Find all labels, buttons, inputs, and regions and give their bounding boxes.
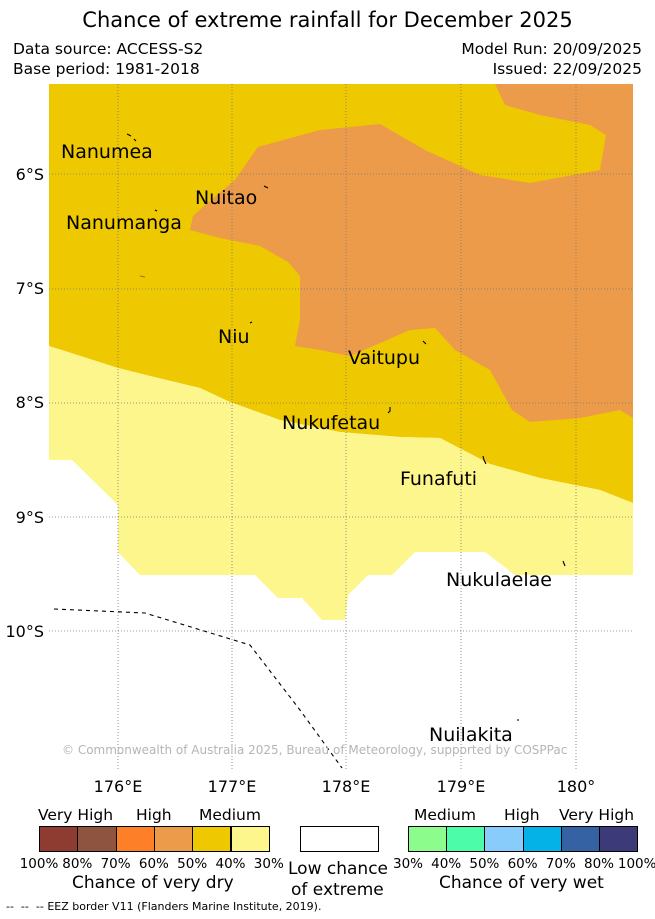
wet-very-high-head: Very High: [559, 806, 635, 824]
lat-tick-7s: 7°S: [16, 279, 44, 298]
dry-percent-label: 40%: [215, 856, 246, 872]
data-source: Data source: ACCESS-S2: [13, 40, 204, 58]
wet-high-head: High: [504, 806, 540, 824]
low-caption-line1: Low chance: [288, 859, 388, 879]
wet-percent-label: 70%: [545, 856, 576, 872]
town-nuitao: Nuitao: [195, 187, 257, 209]
wet-swatch: [560, 826, 600, 852]
town-nukulaelae: Nukulaelae: [446, 569, 552, 591]
map-title: Chance of extreme rainfall for December …: [82, 8, 573, 32]
dry-swatch: [77, 826, 117, 852]
dry-percent-label: 80%: [62, 856, 93, 872]
wet-percent-label: 50%: [469, 856, 500, 872]
lon-tick-177e: 177°E: [208, 777, 257, 796]
dry-very-high-head: Very High: [38, 806, 114, 824]
lon-tick-178e: 178°E: [322, 777, 371, 796]
town-niu: Niu: [218, 326, 250, 348]
lat-tick-9s: 9°S: [16, 508, 44, 527]
issued-date: Issued: 22/09/2025: [492, 60, 642, 78]
low-caption-line2: of extreme: [291, 880, 384, 900]
wet-caption: Chance of very wet: [439, 873, 604, 893]
island-nukulaelae: [562, 560, 566, 567]
lon-tick-180: 180°: [557, 777, 596, 796]
wet-swatch: [446, 826, 486, 852]
dry-percent-label: 50%: [177, 856, 208, 872]
island-funafuti: [482, 455, 487, 465]
island-vaitupu: [422, 340, 427, 345]
region-low-dry: [49, 346, 633, 620]
lon-tick-179e: 179°E: [437, 777, 486, 796]
eez-border: [53, 608, 343, 769]
graticule: [49, 84, 633, 770]
dry-swatch: [39, 826, 79, 852]
low-chance-swatch: [300, 826, 379, 852]
wet-percent-label: 40%: [431, 856, 462, 872]
copyright-note: © Commonwealth of Australia 2025, Bureau…: [62, 743, 567, 757]
land-speck: [139, 275, 146, 278]
town-vaitupu: Vaitupu: [348, 347, 420, 369]
base-period: Base period: 1981-2018: [13, 60, 200, 78]
island-niu: [249, 321, 253, 324]
island-nuitao: [263, 185, 269, 189]
dry-percent-label: 30%: [253, 856, 284, 872]
wet-swatch: [484, 826, 524, 852]
wet-percent-label: 30%: [392, 856, 424, 872]
eez-note-text: EEZ border V11 (Flanders Marine Institut…: [47, 900, 322, 913]
town-nanumanga: Nanumanga: [66, 212, 182, 234]
wet-swatch: [599, 826, 639, 852]
eez-dash-icon: -- -- --: [6, 900, 44, 913]
dry-percent-label: 60%: [138, 856, 169, 872]
island-nanumanga: [154, 209, 158, 212]
dry-caption: Chance of very dry: [72, 873, 234, 893]
lat-tick-6s: 6°S: [16, 165, 44, 184]
wet-percent-label: 100%: [617, 856, 655, 872]
eez-legend: -- -- -- EEZ border V11 (Flanders Marine…: [6, 900, 321, 913]
wet-percent-label: 60%: [507, 856, 538, 872]
town-nuilakita: Nuilakita: [429, 724, 513, 746]
wet-swatch: [522, 826, 562, 852]
dry-medium-head: Medium: [199, 806, 261, 824]
dry-percent-label: 100%: [19, 856, 59, 872]
town-funafuti: Funafuti: [400, 468, 477, 490]
model-run: Model Run: 20/09/2025: [461, 40, 642, 58]
dry-high-head: High: [136, 806, 172, 824]
town-nanumea: Nanumea: [61, 141, 153, 163]
town-nukufetau: Nukufetau: [282, 412, 380, 434]
dry-swatch: [153, 826, 194, 852]
lon-tick-176e: 176°E: [94, 777, 143, 796]
wet-medium-head: Medium: [414, 806, 476, 824]
dry-swatch: [230, 826, 270, 852]
dry-percent-label: 70%: [100, 856, 131, 872]
lat-tick-8s: 8°S: [16, 393, 44, 412]
dry-swatch: [192, 826, 232, 852]
wet-swatch: [408, 826, 448, 852]
lat-tick-10s: 10°S: [5, 622, 44, 641]
island-nukufetau: [387, 407, 391, 414]
island-nanumea: [126, 133, 137, 142]
dry-swatch: [115, 826, 155, 852]
wet-percent-label: 80%: [583, 856, 615, 872]
region-high-dry: [190, 84, 633, 422]
